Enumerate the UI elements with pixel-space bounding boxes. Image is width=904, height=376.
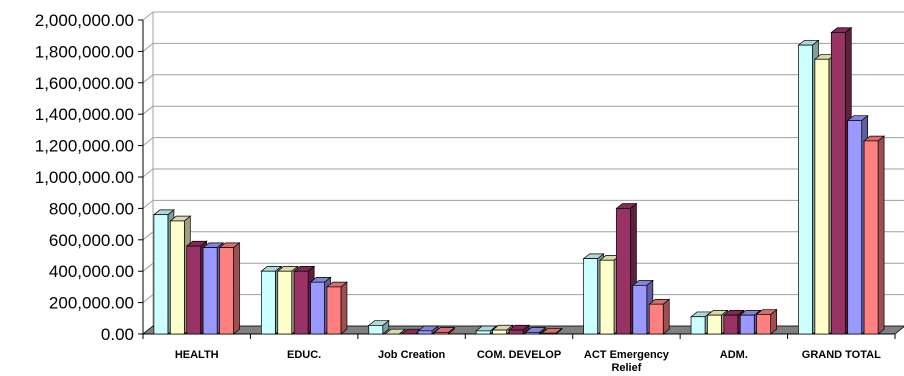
bar-front	[368, 325, 384, 335]
y-tick-label: 200,000.00	[49, 294, 134, 313]
bar-front	[599, 259, 615, 335]
bar-front	[847, 120, 863, 335]
bar-front	[202, 247, 218, 335]
y-tick-label: 600,000.00	[49, 231, 134, 250]
y-tick-label: 1,400,000.00	[35, 105, 134, 124]
gridline-side	[142, 262, 154, 272]
bars	[152, 27, 886, 335]
bar-side	[877, 135, 885, 335]
x-category-label: GRAND TOTAL	[802, 349, 881, 361]
bar-front	[723, 314, 739, 335]
gridline-side	[142, 168, 154, 178]
bar-front	[186, 245, 202, 335]
bar-front	[690, 316, 706, 335]
y-axis-labels: 0.00 200,000.00 400,000.00 600,000.00 800,00…	[35, 11, 134, 344]
gridline-side	[142, 105, 154, 115]
bar-front	[219, 247, 234, 335]
bar-front	[492, 329, 507, 335]
gridline-side	[142, 11, 154, 21]
x-category-label: ACT Emergency	[584, 349, 670, 361]
y-tick-label: 1,600,000.00	[35, 74, 134, 93]
bar	[218, 242, 241, 335]
bar	[863, 135, 886, 335]
y-tick-label: 1,200,000.00	[35, 137, 134, 156]
y-tick-label: 400,000.00	[49, 262, 134, 281]
bar	[755, 308, 778, 335]
bar	[433, 326, 456, 335]
bar-front	[632, 284, 648, 335]
x-category-label: Relief	[611, 362, 641, 374]
bar-front	[260, 270, 276, 335]
bar	[416, 325, 439, 335]
bar-front	[293, 270, 309, 335]
y-tick-label: 800,000.00	[49, 199, 134, 218]
x-category-label: HEALTH	[175, 349, 219, 361]
bar-front	[756, 314, 772, 335]
bar	[540, 327, 563, 335]
bar-front	[707, 314, 722, 335]
gridline-side	[142, 43, 154, 52]
bar	[367, 319, 390, 335]
bar	[325, 281, 348, 335]
x-category-label: ADM.	[720, 349, 748, 361]
gridline-side	[142, 200, 154, 209]
bar-front	[739, 314, 755, 335]
gridline-side	[142, 231, 154, 241]
gridline-side	[142, 137, 154, 146]
y-tick-label: 1,000,000.00	[35, 168, 134, 187]
bar-front	[475, 330, 491, 335]
bar-front	[648, 303, 664, 335]
bar-front	[798, 44, 813, 335]
bar	[648, 298, 671, 335]
bar	[384, 328, 407, 335]
bar-front	[830, 32, 846, 335]
bar-front	[277, 270, 293, 335]
bar-front	[153, 214, 169, 335]
gridline-side	[142, 74, 154, 84]
bar	[615, 202, 638, 335]
bar-front	[541, 332, 557, 335]
bar-front	[169, 220, 185, 335]
bar-front	[434, 332, 449, 335]
bar-front	[417, 330, 433, 335]
bar-front	[863, 140, 879, 335]
bar-front	[525, 332, 540, 335]
bar-side	[233, 242, 240, 335]
bar-front	[814, 58, 830, 335]
bar-front	[326, 286, 342, 335]
bar	[524, 326, 547, 335]
bar-side	[340, 281, 348, 335]
bar-front	[310, 281, 325, 335]
grid-lines	[142, 11, 904, 335]
bar-side	[662, 298, 670, 335]
bar-front	[508, 329, 524, 335]
bar-front	[583, 258, 598, 335]
x-category-label: COM. DEVELOP	[477, 349, 561, 361]
x-category-label: EDUC.	[287, 349, 321, 361]
x-category-label: Job Creation	[378, 349, 446, 361]
y-tick-label: 1,800,000.00	[35, 42, 134, 61]
y-tick-label: 2,000,000.00	[35, 11, 134, 30]
bar	[706, 309, 729, 335]
gridline-side	[142, 294, 154, 303]
y-tick-label: 0.00	[101, 325, 134, 344]
bar-front	[616, 208, 631, 335]
axes	[138, 19, 904, 339]
bar-top	[384, 328, 407, 335]
x-axis-labels: HEALTH EDUC. Job Creation COM. DEVELOP ACT E…	[175, 349, 881, 374]
